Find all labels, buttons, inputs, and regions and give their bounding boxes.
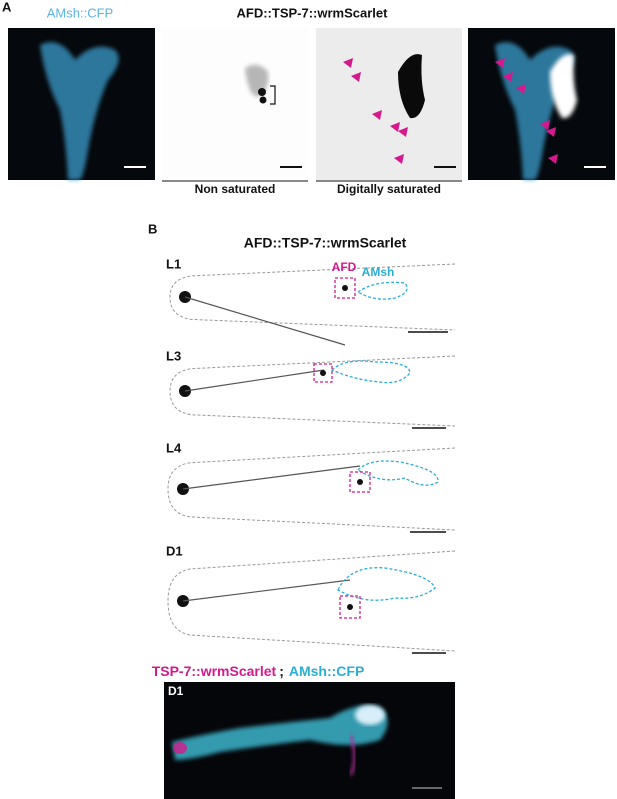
afd-box (339, 595, 361, 619)
cell-signal (398, 54, 425, 119)
puncta (342, 285, 348, 291)
arrowheads (343, 58, 408, 164)
stage-label: D1 (168, 684, 184, 698)
puncta (258, 88, 266, 96)
legend-red: TSP-7::wrmScarlet (152, 663, 277, 679)
worm-outline (169, 355, 456, 427)
amsh-outline (356, 281, 408, 300)
panel-label: B (148, 221, 157, 236)
puncta (357, 479, 363, 485)
amsh-annotation: AMsh (362, 265, 395, 279)
channel-label: AMsh::CFP (47, 5, 113, 20)
legend-cyan: AMsh::CFP (289, 663, 364, 679)
puncta (347, 604, 353, 610)
worm-outline (167, 550, 456, 652)
merge-legend: TSP-7::wrmScarlet; AMsh::CFP (152, 663, 365, 679)
amsh-outline (337, 567, 436, 601)
stage-label: L4 (166, 440, 182, 455)
afd-box (313, 363, 333, 383)
image-merge (468, 28, 615, 181)
image-digitally-saturated (316, 28, 462, 180)
amsh-outline (330, 360, 411, 384)
image-background (162, 28, 308, 180)
panel-label: A (2, 0, 12, 14)
puncta (259, 96, 267, 104)
stage-image: L1 AFD AMsh (166, 256, 456, 346)
cell-signal (40, 42, 119, 181)
legend-separator: ; (279, 663, 284, 679)
stage-panels: L1 AFD AMsh L3 L4 D1 (166, 256, 456, 654)
image-merge-d1: D1 (164, 682, 455, 799)
afd-annotation: AFD (332, 260, 357, 274)
stage-image: L3 (166, 348, 456, 429)
worm-outline (167, 447, 456, 531)
panel-title: AFD::TSP-7::wrmScarlet (244, 235, 407, 251)
stage-label: L3 (166, 348, 181, 363)
image-non-saturated (162, 28, 308, 180)
arrowheads (495, 58, 558, 164)
bracket (270, 85, 276, 105)
cell-signal (172, 705, 388, 760)
caption: Digitally saturated (337, 182, 441, 196)
cell-signal (348, 734, 357, 776)
stage-label: L1 (166, 256, 181, 271)
stage-image: D1 (166, 543, 456, 654)
caption: Non saturated (195, 182, 276, 196)
dendrite (182, 579, 351, 602)
image-background (316, 28, 462, 180)
cell-signal (173, 742, 187, 754)
dendrite (184, 296, 346, 346)
stage-image: L4 (166, 440, 456, 533)
afd-box (334, 277, 356, 299)
cell-signal (550, 54, 577, 119)
image-amsh-cfp (8, 28, 155, 181)
cell-signal (355, 705, 385, 725)
afd-box (349, 471, 371, 493)
stage-label: D1 (166, 543, 183, 558)
dendrite (184, 369, 325, 392)
dendrite (182, 465, 361, 490)
panel-title: AFD::TSP-7::wrmScarlet (237, 5, 389, 20)
worm-outline (169, 263, 456, 331)
puncta (320, 370, 326, 376)
